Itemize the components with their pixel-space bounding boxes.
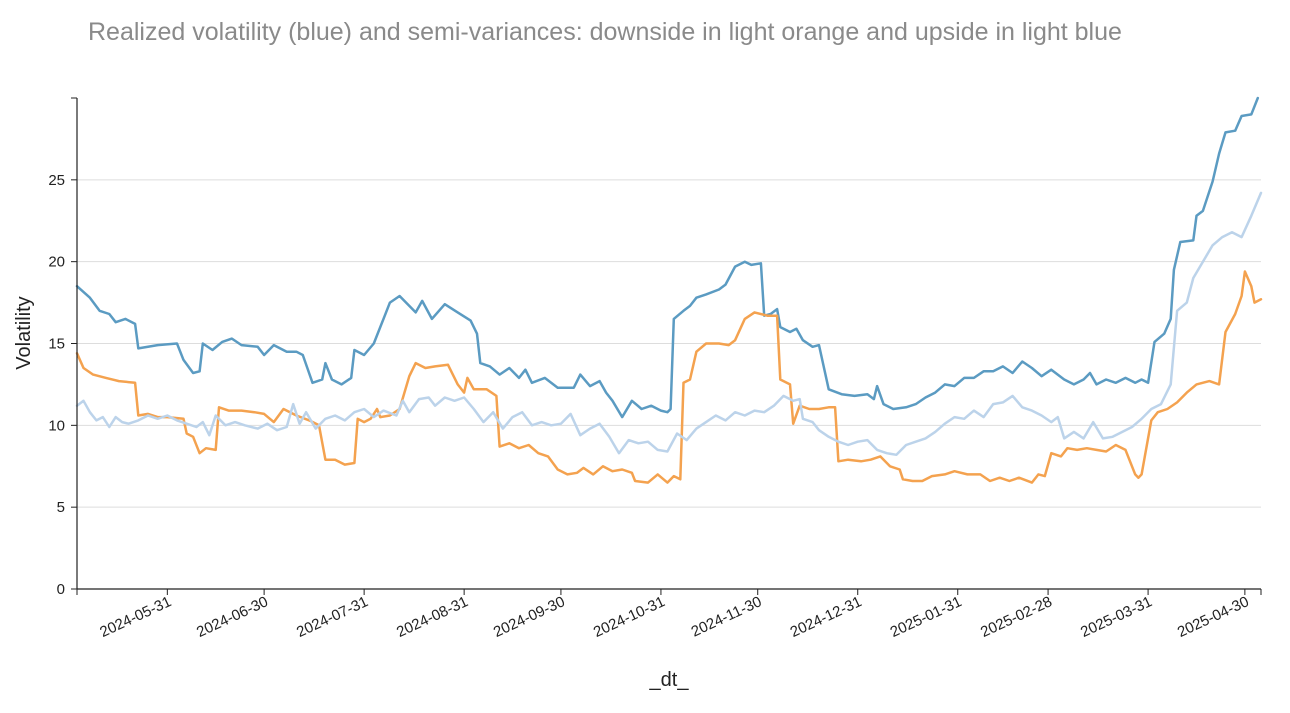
x-tick-label: 2025-02-28 (978, 593, 1055, 641)
series-lines (75, 96, 1263, 484)
x-tick-label: 2025-01-31 (888, 593, 965, 641)
series-line-upside (75, 191, 1263, 457)
y-tick-label: 5 (57, 499, 65, 516)
series-line-downside (75, 270, 1263, 484)
y-tick-label: 0 (57, 581, 65, 598)
y-tick-label: 20 (48, 254, 65, 271)
x-tick-label: 2024-05-31 (97, 593, 174, 641)
x-tick-label: 2024-08-31 (394, 593, 471, 641)
x-tick-label: 2024-06-30 (194, 593, 271, 641)
x-tick-label: 2024-12-31 (788, 593, 865, 641)
x-tick-label: 2024-09-30 (491, 593, 568, 641)
x-tick-label: 2024-10-31 (591, 593, 668, 641)
series-line-realized (75, 96, 1260, 419)
y-tick-label: 15 (48, 336, 65, 353)
y-axis-label: Volatility (13, 296, 35, 369)
x-tick-label: 2025-03-31 (1078, 593, 1155, 641)
x-tick-label: 2024-07-31 (294, 593, 371, 641)
x-tick-label: 2024-11-30 (689, 593, 765, 640)
y-tick-label: 25 (48, 172, 65, 189)
x-axis-label: _dt_ (649, 669, 690, 691)
chart-title: Realized volatility (blue) and semi-vari… (88, 18, 1122, 46)
gridlines (77, 179, 1261, 508)
x-tick-label: 2025-04-30 (1175, 593, 1252, 641)
y-tick-label: 10 (48, 417, 65, 434)
